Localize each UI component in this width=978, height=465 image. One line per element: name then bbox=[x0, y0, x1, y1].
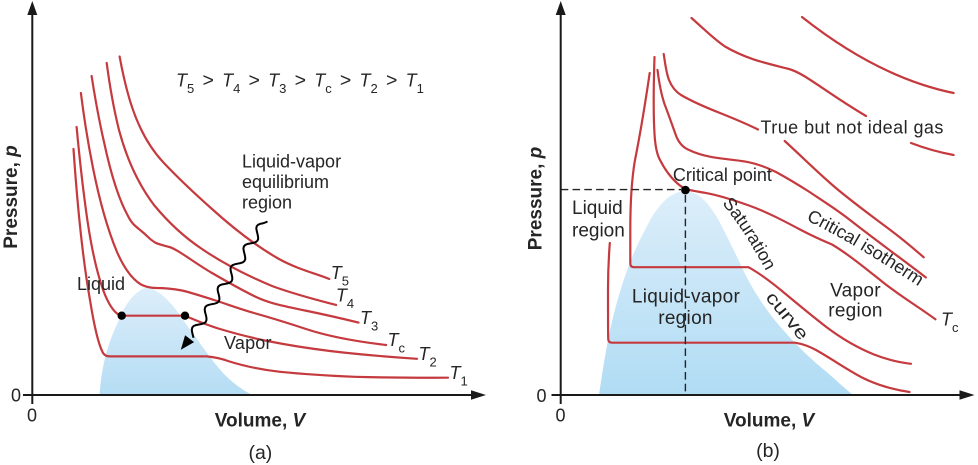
svg-text:Volume, V: Volume, V bbox=[724, 410, 816, 431]
svg-text:Tc: Tc bbox=[388, 330, 406, 356]
svg-text:0: 0 bbox=[27, 406, 37, 426]
svg-text:Liquid: Liquid bbox=[572, 198, 623, 219]
svg-text:Liquid-vapor: Liquid-vapor bbox=[242, 151, 341, 171]
svg-text:(b): (b) bbox=[756, 440, 780, 462]
svg-text:Critical point: Critical point bbox=[673, 165, 772, 185]
svg-text:T5 > T4 > T3 > Tc > T2 > T1: T5 > T4 > T3 > Tc > T2 > T1 bbox=[176, 69, 424, 96]
svg-text:Liquid: Liquid bbox=[77, 274, 125, 294]
svg-text:region: region bbox=[572, 220, 625, 241]
svg-text:0: 0 bbox=[555, 406, 565, 426]
svg-text:(a): (a) bbox=[248, 442, 272, 464]
svg-text:Vapor: Vapor bbox=[224, 333, 272, 353]
svg-text:Pressure, p: Pressure, p bbox=[1, 145, 22, 249]
svg-text:T1: T1 bbox=[450, 363, 468, 389]
svg-text:equilibrium: equilibrium bbox=[242, 172, 329, 192]
svg-text:T4: T4 bbox=[336, 285, 354, 311]
svg-text:T3: T3 bbox=[360, 308, 378, 334]
svg-text:region: region bbox=[828, 301, 883, 322]
svg-text:True but not ideal gas: True but not ideal gas bbox=[761, 118, 944, 138]
svg-text:region: region bbox=[242, 193, 292, 213]
svg-text:0: 0 bbox=[11, 386, 21, 406]
svg-text:Vapor: Vapor bbox=[830, 281, 881, 302]
svg-text:Tc: Tc bbox=[941, 310, 959, 336]
svg-text:0: 0 bbox=[536, 386, 546, 406]
svg-text:Liquid-vapor: Liquid-vapor bbox=[632, 287, 741, 308]
svg-text:region: region bbox=[658, 308, 713, 329]
svg-text:Volume, V: Volume, V bbox=[215, 410, 307, 431]
svg-text:Pressure, p: Pressure, p bbox=[526, 147, 547, 251]
svg-text:T2: T2 bbox=[419, 344, 437, 370]
svg-text:Critical isotherm: Critical isotherm bbox=[804, 206, 927, 290]
